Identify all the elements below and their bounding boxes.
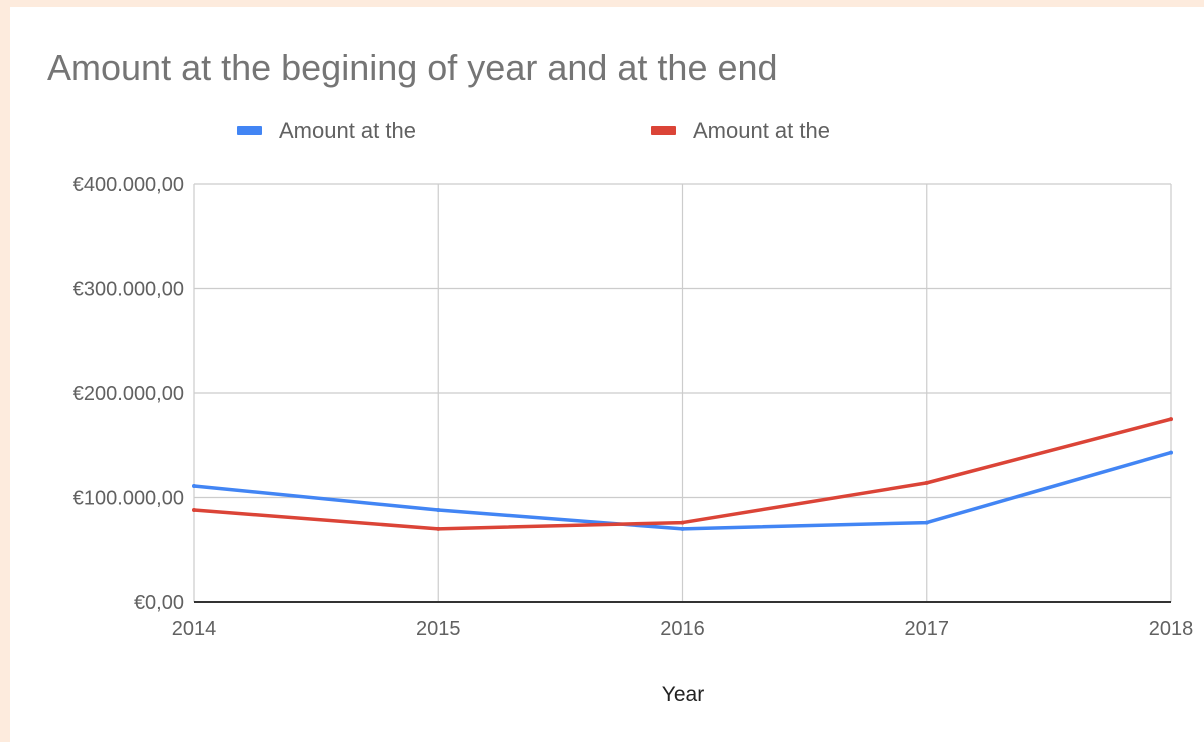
data-point[interactable] <box>436 526 441 531</box>
y-tick-label: €400.000,00 <box>73 174 184 196</box>
data-point[interactable] <box>924 480 929 485</box>
legend: Amount at the Amount at the <box>237 118 830 143</box>
x-tick-label: 2014 <box>172 618 217 640</box>
y-tick-label: €100.000,00 <box>73 488 184 510</box>
x-axis-ticks: 2014 2015 2016 2017 2018 <box>172 618 1194 640</box>
y-tick-label: €200.000,00 <box>73 383 184 405</box>
data-point[interactable] <box>924 520 929 525</box>
legend-item-1[interactable]: Amount at the <box>237 118 416 143</box>
line-chart: Amount at the begining of year and at th… <box>47 47 1194 706</box>
data-point[interactable] <box>680 526 685 531</box>
series-lines <box>192 417 1173 531</box>
data-point[interactable] <box>680 520 685 525</box>
data-point[interactable] <box>1169 450 1173 455</box>
legend-swatch-2 <box>651 126 676 135</box>
y-tick-label: €0,00 <box>134 592 184 614</box>
data-point[interactable] <box>1169 417 1173 422</box>
x-axis-title: Year <box>662 683 704 706</box>
y-tick-label: €300.000,00 <box>73 279 184 301</box>
x-tick-label: 2015 <box>416 618 461 640</box>
gridlines <box>193 183 1172 602</box>
y-axis-ticks: €0,00 €100.000,00 €200.000,00 €300.000,00 €4… <box>73 174 184 614</box>
data-point[interactable] <box>192 484 196 489</box>
x-tick-label: 2016 <box>660 618 705 640</box>
legend-label-1: Amount at the <box>279 118 416 143</box>
data-point[interactable] <box>436 508 441 513</box>
chart-title: Amount at the begining of year and at th… <box>47 47 778 88</box>
legend-swatch-1 <box>237 126 262 135</box>
data-point[interactable] <box>192 508 196 513</box>
chart-card: Amount at the begining of year and at th… <box>10 7 1204 742</box>
x-tick-label: 2017 <box>905 618 950 640</box>
legend-item-2[interactable]: Amount at the <box>651 118 830 143</box>
legend-label-2: Amount at the <box>693 118 830 143</box>
x-tick-label: 2018 <box>1149 618 1194 640</box>
